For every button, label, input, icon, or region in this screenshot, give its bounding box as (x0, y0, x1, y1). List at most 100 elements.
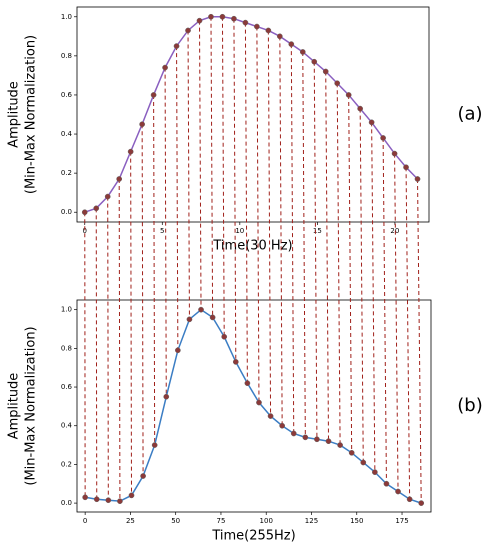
y-tick-label: 1.0 (61, 13, 72, 21)
data-point (403, 164, 409, 171)
data-point (325, 438, 332, 445)
y-axis-label: (Min-Max Normalization) (24, 35, 39, 194)
x-tick-label: 25 (126, 517, 135, 525)
connector (256, 26, 260, 403)
series-line (85, 308, 422, 504)
connector (290, 44, 295, 434)
y-tick-label: 0.6 (61, 91, 73, 99)
x-tick-label: 5 (160, 227, 164, 235)
connector (348, 94, 353, 453)
data-point (242, 19, 249, 26)
data-point (267, 413, 274, 419)
panel-label: (b) (457, 395, 482, 416)
connector (130, 151, 133, 496)
y-tick-label: 0.2 (61, 460, 72, 468)
data-point (173, 43, 180, 49)
connector (394, 153, 399, 492)
data-point (334, 80, 341, 87)
data-point (414, 176, 421, 182)
data-point (299, 49, 306, 55)
x-tick-label: 75 (216, 517, 225, 525)
series-line (84, 16, 419, 213)
data-point (345, 92, 352, 98)
data-point (151, 442, 158, 448)
data-point (198, 306, 204, 313)
y-tick-label: 0.0 (61, 499, 72, 507)
x-tick-label: 10 (235, 227, 244, 235)
connector (405, 167, 411, 500)
data-point (150, 92, 157, 98)
connector (221, 16, 225, 337)
connector (141, 124, 144, 477)
axes-frame (76, 6, 430, 223)
connector (244, 22, 248, 384)
connector (164, 67, 167, 397)
data-point (127, 148, 134, 155)
data-point (279, 422, 286, 429)
connector (95, 208, 98, 500)
y-tick-label: 0.8 (61, 344, 72, 352)
data-point (105, 497, 112, 504)
connector (233, 18, 237, 362)
data-point (140, 473, 146, 479)
data-point (93, 496, 100, 503)
y-tick-label: 0.2 (61, 169, 72, 177)
data-point (314, 436, 320, 443)
x-axis-label: Time(30 Hz) (212, 239, 292, 254)
data-point (383, 480, 390, 487)
data-point (232, 359, 239, 365)
data-point (290, 430, 297, 437)
connector (313, 61, 318, 440)
data-point (221, 333, 228, 340)
y-axis-label: Amplitude (7, 81, 22, 148)
x-axis-label: Time(255Hz) (211, 529, 295, 544)
x-tick-label: 125 (305, 517, 318, 525)
data-point (163, 393, 170, 400)
connector (267, 30, 272, 417)
connector (118, 178, 121, 502)
data-point (276, 33, 283, 40)
data-point (128, 492, 135, 499)
data-point (81, 209, 88, 216)
data-point (196, 17, 203, 24)
x-tick-label: 50 (171, 517, 180, 525)
connector (199, 20, 202, 310)
connector (153, 94, 156, 446)
data-point (406, 496, 413, 503)
data-point (104, 193, 111, 200)
y-axis-label: Amplitude (7, 373, 22, 440)
data-point (288, 41, 295, 47)
data-point (185, 27, 191, 34)
connector (187, 30, 190, 320)
x-tick-label: 0 (83, 517, 87, 525)
x-tick-label: 15 (313, 227, 322, 235)
data-point (395, 488, 401, 495)
y-tick-label: 1.0 (61, 306, 72, 314)
data-point (337, 442, 343, 448)
data-point (380, 135, 386, 141)
axes-frame (76, 299, 432, 513)
data-point (139, 121, 145, 128)
x-tick-label: 175 (395, 517, 408, 525)
data-point (162, 64, 168, 71)
data-point (348, 449, 355, 456)
data-point (368, 119, 375, 126)
data-point (360, 459, 367, 466)
connector (210, 16, 214, 318)
x-tick-label: 0 (83, 227, 87, 235)
connector (279, 36, 283, 426)
connector (382, 137, 387, 484)
connector (417, 178, 422, 504)
data-point (311, 58, 318, 65)
y-tick-label: 0.4 (61, 422, 73, 430)
data-point (82, 494, 88, 501)
data-point (208, 13, 214, 20)
data-point (219, 13, 226, 20)
data-point (372, 469, 378, 476)
y-tick-label: 0.4 (61, 130, 73, 138)
data-point (302, 434, 309, 441)
connector (302, 51, 306, 438)
y-tick-label: 0.0 (61, 208, 72, 216)
x-tick-label: 100 (260, 517, 273, 525)
